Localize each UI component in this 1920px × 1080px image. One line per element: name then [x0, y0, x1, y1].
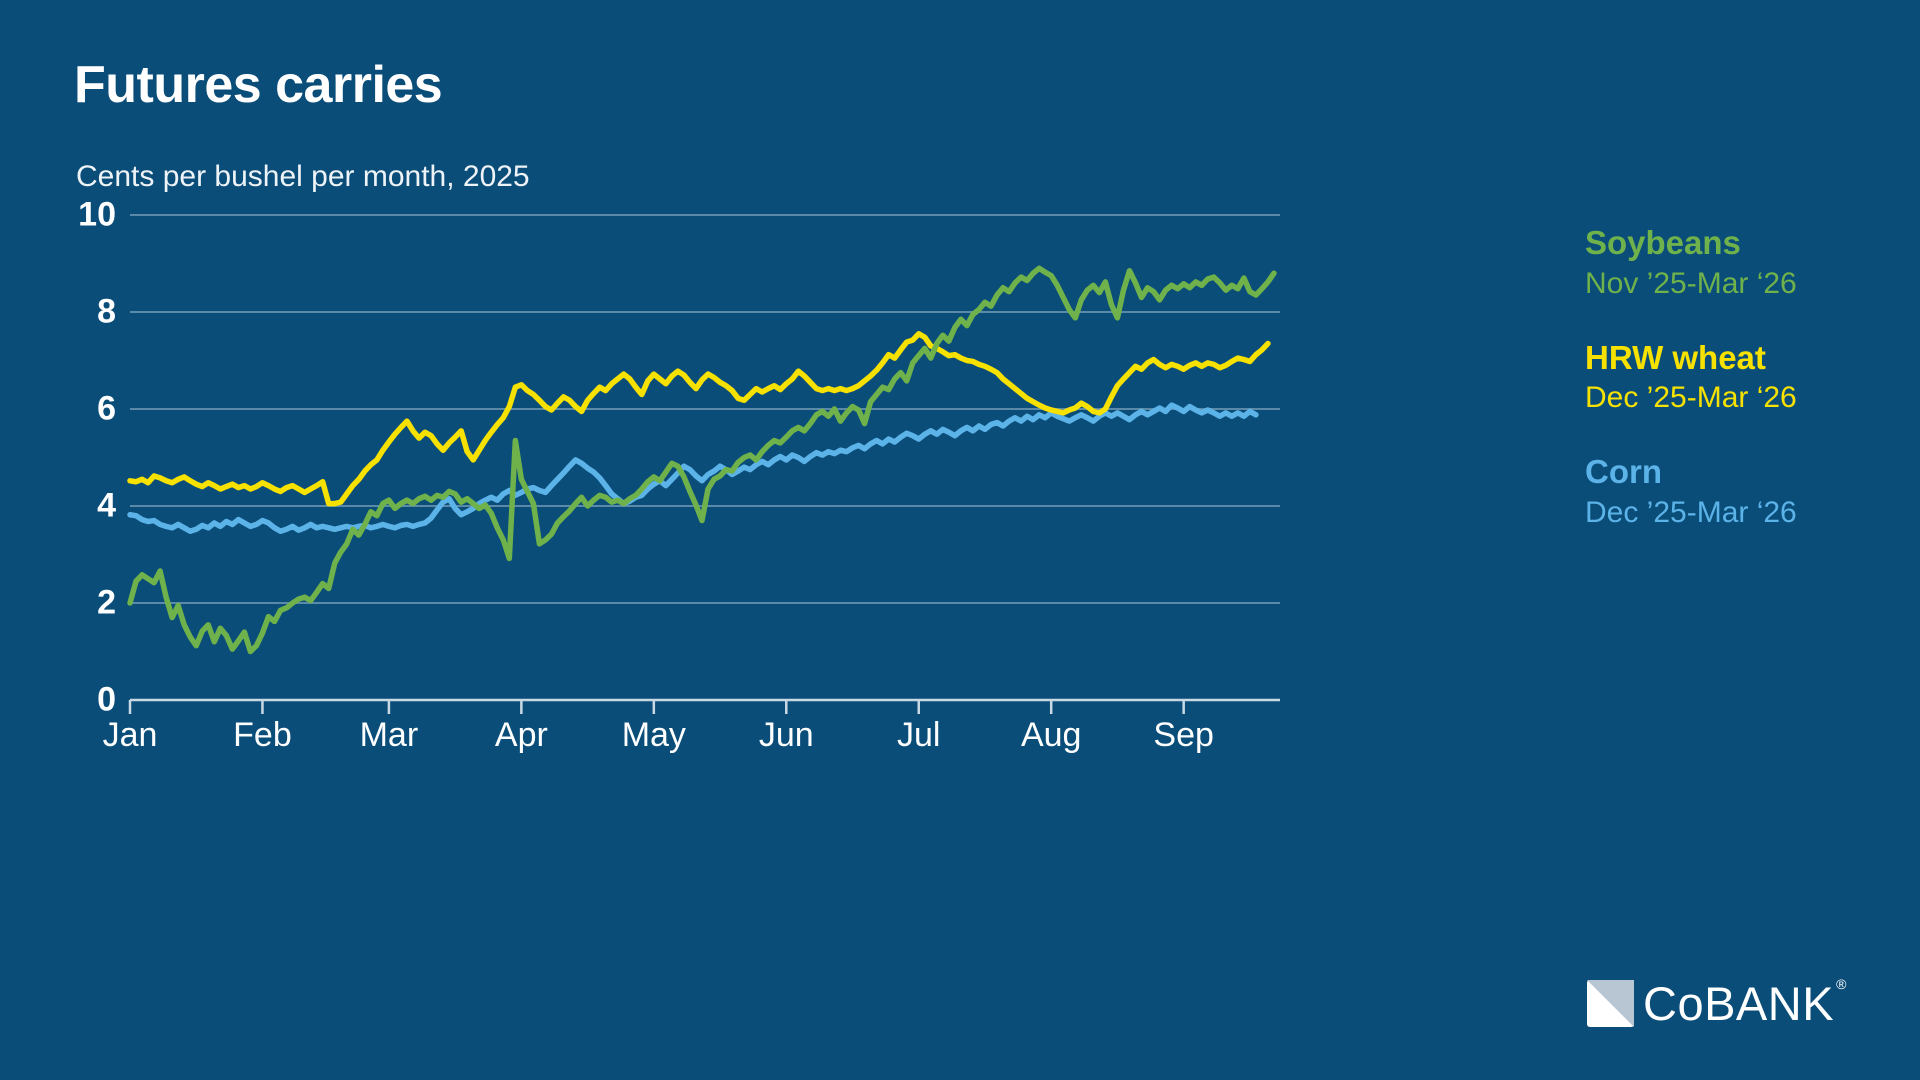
y-axis-tick-label: 4 — [97, 486, 116, 525]
y-axis-tick-label: 6 — [97, 389, 116, 428]
x-axis-tick-label: Feb — [233, 716, 292, 754]
x-axis-labels: Jan Feb Mar Apr May Jun Jul Aug Sep — [103, 716, 1280, 776]
chart-legend: Soybeans Nov ’25-Mar ‘26 HRW wheat Dec ’25-… — [1585, 222, 1915, 566]
x-axis-tick-label: Sep — [1153, 716, 1214, 754]
x-axis-tick-label: May — [621, 716, 686, 754]
x-axis-tick-label: Jun — [758, 716, 814, 754]
registered-trademark-icon: ® — [1836, 976, 1847, 993]
legend-series-name: Soybeans — [1585, 224, 1741, 261]
x-axis-tick-label: Mar — [359, 716, 419, 754]
cobank-wordmark: CoBANK ® — [1643, 977, 1846, 1030]
y-axis-tick-label: 8 — [97, 292, 116, 331]
chart-canvas — [127, 214, 1280, 714]
legend-item-soybeans[interactable]: Soybeans Nov ’25-Mar ‘26 — [1585, 222, 1915, 303]
series-line-hrw-wheat — [127, 331, 1271, 507]
legend-item-hrw-wheat[interactable]: HRW wheat Dec ’25-Mar ‘26 — [1585, 337, 1915, 418]
x-axis-tick-label: Jan — [102, 716, 158, 754]
legend-series-period: Dec ’25-Mar ‘26 — [1585, 381, 1797, 415]
series-line-soybeans — [127, 265, 1277, 655]
cobank-wordmark-text: CoBANK — [1643, 977, 1835, 1030]
x-axis-tick-label: Aug — [1020, 716, 1082, 754]
x-axis-tick-label: Jul — [897, 716, 941, 754]
y-axis-labels: 0 2 4 6 8 10 — [0, 196, 116, 719]
y-axis-tick-label: 0 — [97, 680, 116, 719]
legend-series-period: Nov ’25-Mar ‘26 — [1585, 266, 1797, 300]
y-axis-tick-label: 10 — [78, 195, 116, 234]
y-axis-tick-label: 2 — [97, 583, 116, 622]
cobank-diagonal-square-mark — [1587, 980, 1634, 1027]
page-title: Futures carries — [74, 56, 443, 114]
legend-item-corn[interactable]: Corn Dec ’25-Mar ‘26 — [1585, 451, 1915, 532]
x-axis-tick-label: Apr — [494, 716, 548, 754]
chart-subtitle: Cents per bushel per month, 2025 — [76, 160, 530, 193]
cobank-logo: CoBANK ® — [1587, 977, 1846, 1030]
legend-series-name: Corn — [1585, 453, 1662, 491]
series-line-corn — [127, 402, 1259, 534]
plot-area — [127, 214, 1280, 714]
legend-series-period: Dec ’25-Mar ‘26 — [1585, 495, 1797, 529]
legend-series-name: HRW wheat — [1585, 338, 1766, 376]
